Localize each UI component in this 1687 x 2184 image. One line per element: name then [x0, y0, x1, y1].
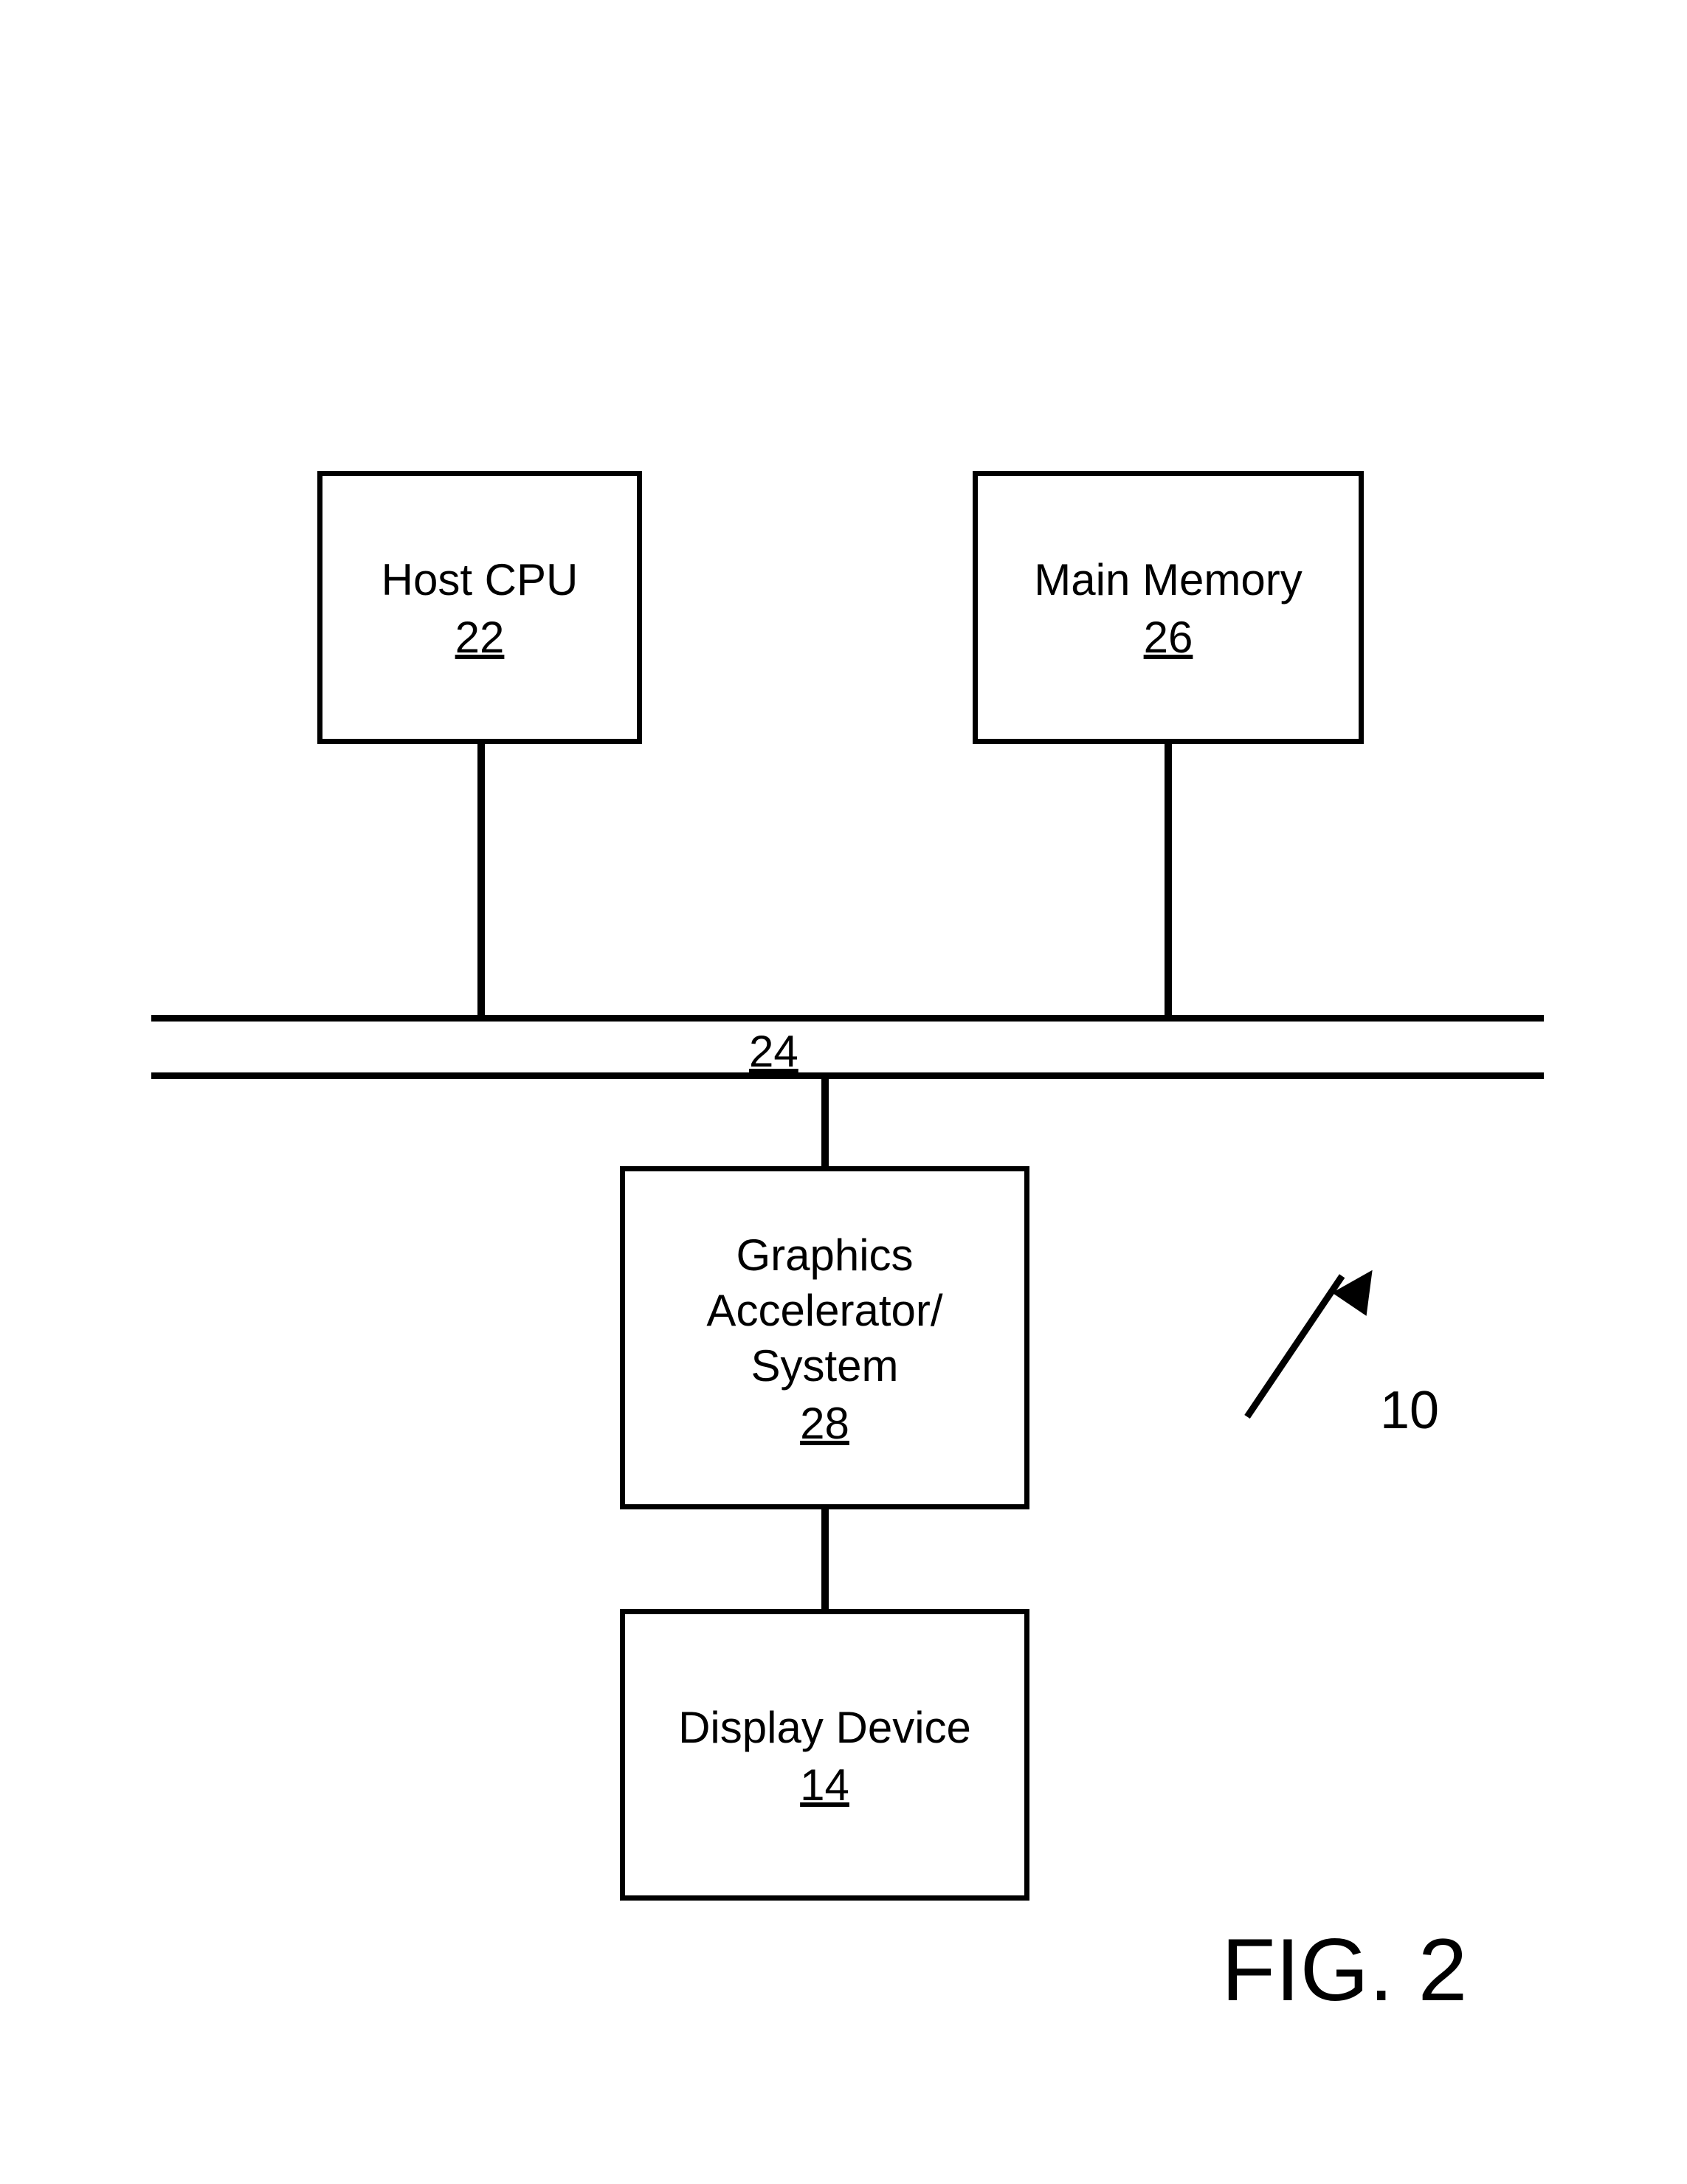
display-device-ref: 14 [800, 1760, 849, 1811]
figure-label: FIG. 2 [1221, 1919, 1467, 2021]
main-memory-label: Main Memory [1034, 552, 1302, 607]
diagram-canvas: { "diagram": { "figure_label": "FIG. 2",… [0, 0, 1687, 2184]
connector-bus-graphics [821, 1079, 829, 1166]
bus-line-bottom [151, 1072, 1544, 1079]
bus-ref-label: 24 [749, 1026, 798, 1077]
host-cpu-label: Host CPU [382, 552, 579, 607]
system-ref: 10 [1380, 1381, 1439, 1440]
bus-ref: 24 [749, 1027, 798, 1076]
host-cpu-box: Host CPU 22 [317, 471, 642, 744]
system-ref-label: 10 [1380, 1380, 1439, 1441]
connector-graphics-display [821, 1509, 829, 1609]
graphics-accelerator-box: GraphicsAccelerator/System 28 [620, 1166, 1029, 1509]
graphics-accelerator-ref: 28 [800, 1398, 849, 1449]
figure-label-text: FIG. 2 [1221, 1921, 1467, 2019]
system-ref-arrow-shaft [1244, 1274, 1345, 1419]
graphics-accelerator-label: GraphicsAccelerator/System [706, 1227, 942, 1394]
main-memory-ref: 26 [1144, 612, 1193, 663]
connector-memory-bus [1165, 744, 1172, 1015]
host-cpu-ref: 22 [455, 612, 505, 663]
system-ref-arrow-head [1332, 1258, 1390, 1316]
bus-line-top [151, 1015, 1544, 1022]
main-memory-box: Main Memory 26 [973, 471, 1364, 744]
display-device-box: Display Device 14 [620, 1609, 1029, 1901]
display-device-label: Display Device [678, 1700, 971, 1755]
connector-cpu-bus [477, 744, 485, 1015]
